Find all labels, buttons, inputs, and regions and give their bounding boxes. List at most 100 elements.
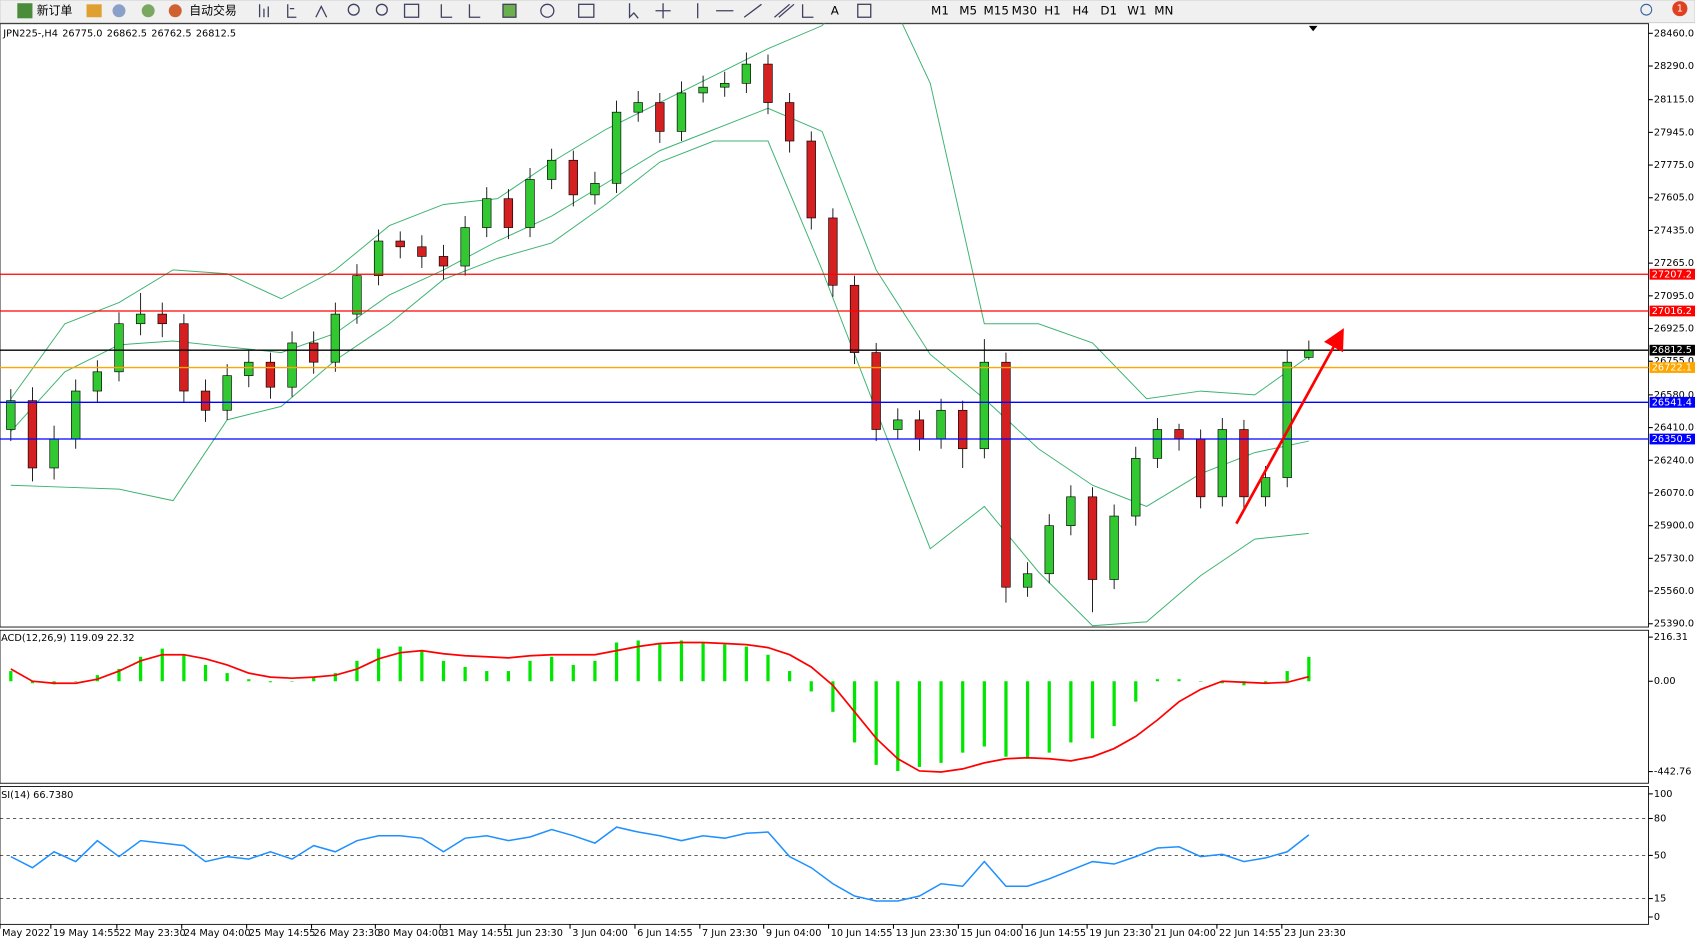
toolbar-bg	[0, 0, 1695, 24]
candle-body	[525, 179, 535, 228]
tf-button[interactable]: H4	[1072, 3, 1089, 17]
macd-bar	[333, 673, 337, 682]
notification-badge[interactable]	[1672, 1, 1688, 17]
macd-bar	[160, 648, 164, 682]
candle-body	[1196, 438, 1206, 498]
macd-bar	[1134, 681, 1138, 702]
channel[interactable]	[774, 3, 795, 18]
macd-bar	[1004, 681, 1008, 757]
cursor[interactable]	[628, 3, 639, 19]
ohlc-label: 26775.0	[62, 28, 102, 39]
icon[interactable]	[86, 4, 102, 18]
tf-button[interactable]: M5	[959, 3, 977, 17]
y-tick-label: 27265.0	[1654, 258, 1694, 269]
candle-body	[6, 400, 16, 430]
periods[interactable]	[540, 3, 555, 18]
candle-body	[27, 400, 38, 469]
candle-body	[1131, 458, 1141, 517]
ohlc-label: 26812.5	[196, 28, 236, 39]
templates[interactable]	[578, 3, 595, 18]
x-tick-label: 31 May 14:55	[442, 928, 509, 939]
candle-body	[893, 419, 903, 430]
fibo[interactable]	[801, 4, 814, 18]
y-tick-label: 27095.0	[1654, 291, 1694, 302]
search[interactable]	[1640, 3, 1653, 16]
x-tick-label: 6 Jun 14:55	[637, 928, 693, 939]
candle-body	[633, 102, 643, 113]
icon[interactable]	[468, 4, 481, 18]
macd-bar	[571, 664, 575, 682]
x-tick-label: 19 May 14:55	[53, 928, 120, 939]
y-tick-label: 27945.0	[1654, 127, 1694, 138]
macd-bar	[203, 664, 208, 682]
text-tool[interactable]: A	[831, 3, 840, 17]
candle-body	[784, 102, 795, 142]
candle-body	[49, 438, 59, 469]
candle-body	[503, 198, 514, 228]
y-tick-label: 50	[1654, 850, 1666, 861]
auto-trading-icon[interactable]	[168, 4, 182, 18]
trendline[interactable]	[743, 3, 762, 18]
icon[interactable]	[403, 3, 420, 18]
x-tick-label: 19 Jun 23:30	[1089, 928, 1151, 939]
indicators[interactable]	[502, 3, 517, 18]
y-tick-label: 25900.0	[1654, 521, 1694, 532]
macd-bar	[9, 671, 13, 682]
auto-trading-button[interactable]: 自动交易	[189, 3, 237, 17]
macd-bar	[528, 660, 532, 682]
candle-body	[806, 140, 816, 219]
candle-body	[1174, 429, 1184, 440]
trend-arrow	[1235, 328, 1344, 525]
tf-button[interactable]: D1	[1100, 3, 1117, 17]
x-tick-label: 23 Jun 23:30	[1284, 928, 1346, 939]
macd-bar	[1307, 656, 1311, 682]
macd-bar	[1155, 679, 1160, 682]
crosshair[interactable]	[655, 3, 671, 19]
x-tick-label: 16 Jun 14:55	[1024, 928, 1086, 939]
macd-bar	[376, 648, 381, 682]
candle-body	[352, 275, 362, 315]
macd-bar	[636, 640, 640, 682]
candle-body	[135, 313, 146, 325]
icon[interactable]	[287, 4, 297, 18]
zoom-in[interactable]	[347, 3, 360, 16]
candle-body	[222, 375, 232, 411]
tf-button[interactable]: MN	[1154, 3, 1173, 17]
y-tick-label: 26580.0	[1654, 390, 1694, 401]
candle-body	[741, 63, 752, 84]
tf-button[interactable]: H1	[1044, 3, 1061, 17]
y-tick-label: 100	[1654, 789, 1673, 800]
candle-body	[157, 313, 167, 325]
candle-body	[1044, 525, 1054, 575]
new-order-icon[interactable]	[17, 3, 33, 19]
candle-body	[849, 284, 860, 353]
macd-bar	[723, 644, 727, 682]
macd-bar	[961, 681, 965, 753]
badge-count: 1	[1677, 4, 1683, 15]
icon[interactable]	[141, 4, 155, 18]
icon[interactable]	[258, 4, 269, 18]
new-order-button[interactable]: 新订单	[37, 3, 73, 17]
x-tick-label: 30 May 04:00	[378, 928, 445, 939]
label[interactable]	[857, 3, 872, 18]
icon[interactable]	[112, 4, 126, 18]
icon[interactable]	[315, 5, 328, 18]
macd-bar	[982, 681, 986, 747]
price-label-bg	[1649, 305, 1695, 317]
macd-bar	[701, 642, 705, 682]
tf-button[interactable]: M30	[1012, 3, 1037, 17]
macd-bar	[939, 681, 943, 763]
candle-body	[979, 361, 989, 450]
candle-body	[1239, 429, 1249, 498]
icon[interactable]	[440, 4, 453, 18]
y-tick-label: 27435.0	[1654, 225, 1694, 236]
zoom-out[interactable]	[375, 3, 388, 16]
candle-body	[936, 409, 946, 440]
candle-body	[71, 390, 81, 440]
price-label-bg	[1649, 396, 1695, 408]
candle-body	[309, 342, 319, 363]
tf-button[interactable]: M15	[984, 3, 1009, 17]
tf-button[interactable]: W1	[1127, 3, 1146, 17]
tf-button[interactable]: M1	[931, 3, 949, 17]
